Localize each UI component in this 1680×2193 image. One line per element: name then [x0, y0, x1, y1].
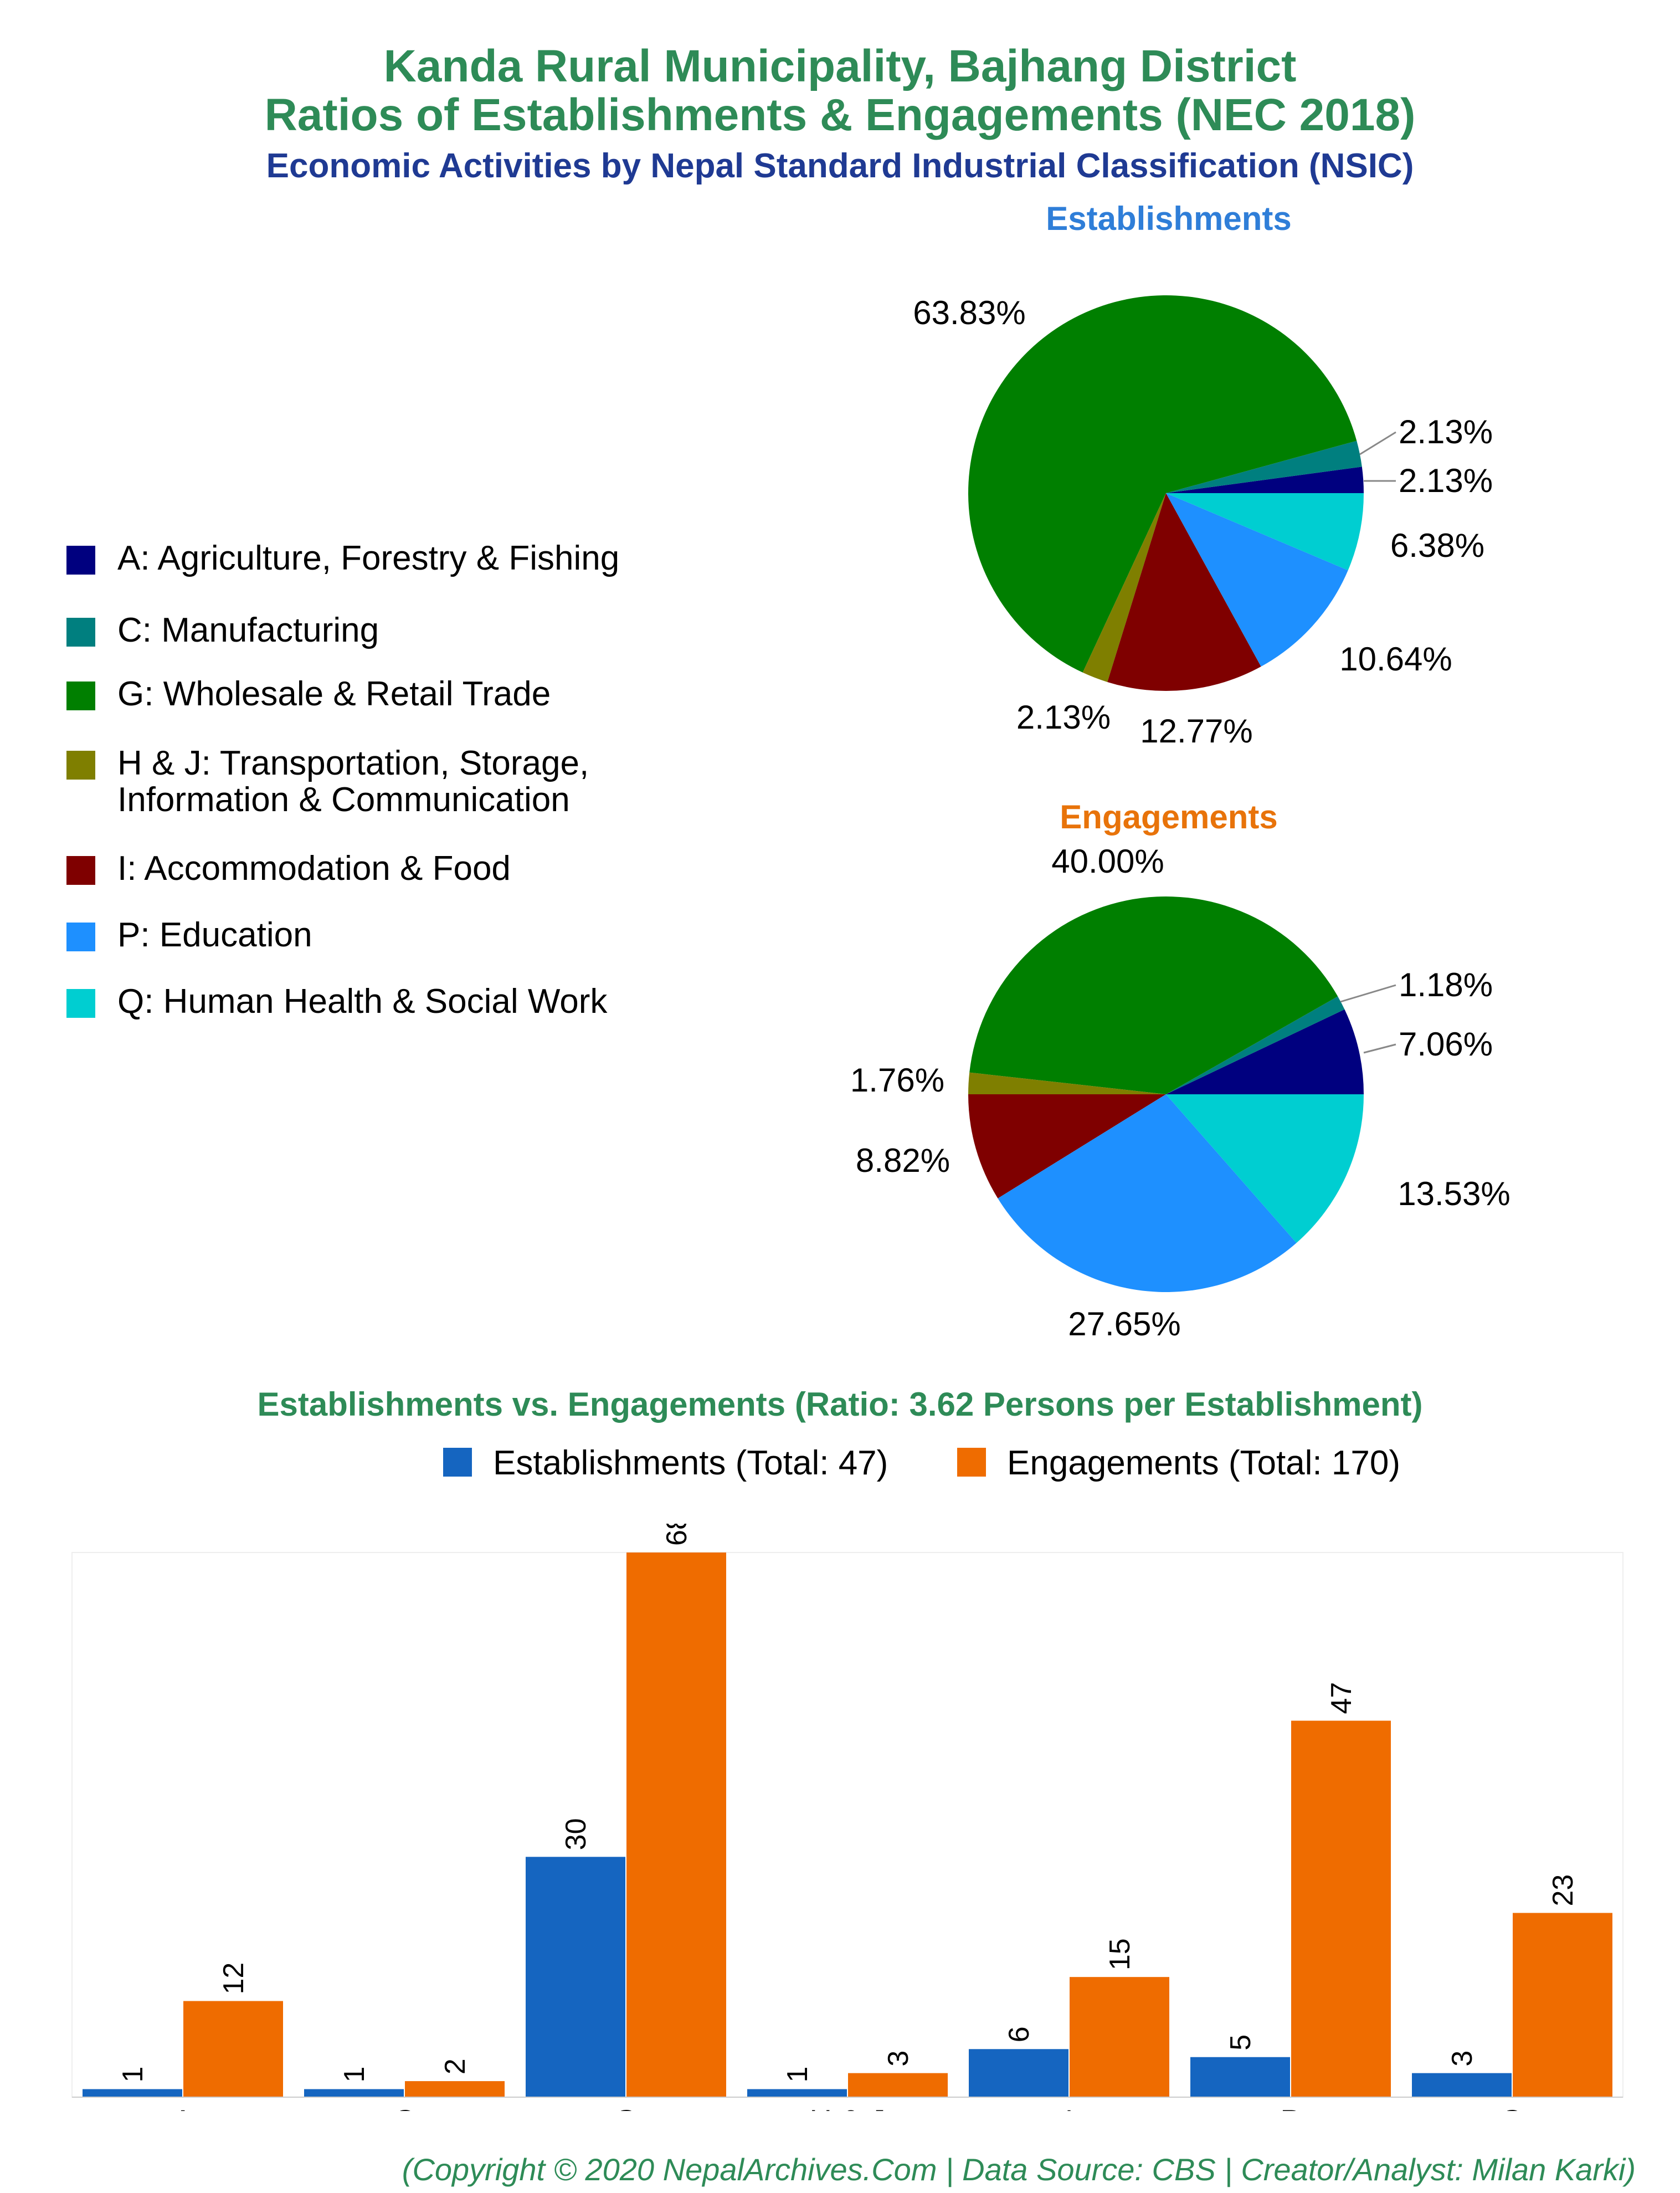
x-tick-label: P [1280, 2103, 1301, 2111]
bar-value-label: 6 [1003, 2026, 1035, 2042]
engagements-pie: 7.06% 1.18% 40.00% 1.76% 8.82% 27.65% 13.53% [850, 843, 1511, 1343]
bar-establishments-3 [526, 1857, 625, 2097]
title-line2: Ratios of Establishments & Engagements (… [264, 90, 1416, 140]
establishments-pie: 2.13% 2.13% 63.83% 2.13% 12.77% 10.64% 6.38% [913, 294, 1493, 750]
pie-label-q: 6.38% [1390, 527, 1484, 564]
bar-value-label: 15 [1104, 1938, 1136, 1970]
bar-value-label: 5 [1225, 2035, 1257, 2051]
legend-swatch [66, 856, 95, 885]
x-tick-label: A [172, 2103, 193, 2111]
bar-engagements-4 [848, 2073, 948, 2097]
bar-value-label: 23 [1547, 1874, 1579, 1907]
bar-value-label: 2 [439, 2058, 471, 2074]
legend-label: P: Education [117, 916, 312, 954]
bar-establishments-4 [747, 2089, 847, 2097]
pie-slice-g [969, 896, 1338, 1094]
x-tick-label: C [393, 2103, 415, 2111]
x-tick-label: H & J [810, 2103, 886, 2111]
pie-slice-p [1166, 493, 1348, 667]
legend-label: H & J: Transportation, Storage, Informati… [117, 744, 589, 819]
bar-legend-engagements-label: Engagements (Total: 170) [1007, 1444, 1400, 1482]
pie-label-leader [1359, 431, 1396, 455]
bar-engagements-2 [405, 2081, 505, 2097]
legend-label: G: Wholesale & Retail Trade [117, 675, 551, 713]
pie-label-a: 7.06% [1399, 1026, 1493, 1063]
bar-value-label: 3 [882, 2051, 915, 2067]
pie-slice-c [1166, 996, 1345, 1094]
bar-engagements-5 [1070, 1977, 1169, 2097]
bar-establishments-7 [1412, 2073, 1512, 2097]
pie-label-p: 10.64% [1339, 641, 1452, 678]
bar-value-label: 1 [782, 2067, 814, 2083]
bar-value-label: 1 [117, 2067, 149, 2083]
title-line1: Kanda Rural Municipality, Bajhang Distri… [383, 41, 1297, 91]
bar-establishments-6 [1190, 2057, 1290, 2097]
pie-label-g: 40.00% [1051, 843, 1164, 880]
bar-value-label: 12 [218, 1963, 250, 1995]
bar-engagements-7 [1513, 1913, 1612, 2097]
pie-slice-q [1166, 1094, 1364, 1243]
bar-engagements-3 [626, 1552, 726, 2097]
bar-chart-title: Establishments vs. Engagements (Ratio: 3… [257, 1386, 1423, 1423]
pie-charts: 2.13% 2.13% 63.83% 2.13% 12.77% 10.64% 6.38% 7.… [850, 294, 1511, 1343]
legend-swatch [66, 546, 95, 575]
pie-label-c: 1.18% [1399, 966, 1493, 1003]
legend-swatch [66, 751, 95, 780]
pie-label-c: 2.13% [1399, 413, 1493, 450]
bar-legend-engagements-swatch [957, 1448, 986, 1477]
bar-engagements-6 [1291, 1720, 1391, 2097]
bar-establishments-1 [83, 2089, 182, 2097]
pie-slice-q [1166, 493, 1364, 571]
pie-slice-a [1166, 467, 1364, 493]
pie-label-g: 63.83% [913, 294, 1026, 331]
bar-establishments-5 [969, 2049, 1068, 2097]
pie-slice-c [1166, 440, 1362, 493]
pie-label-leader [1363, 1043, 1396, 1054]
pie-slice-i [1107, 493, 1261, 691]
bar-legend-establishments-swatch [443, 1448, 472, 1477]
legend-swatch [66, 923, 95, 951]
footer-credit: (Copyright © 2020 NepalArchives.Com | Da… [402, 2152, 1636, 2187]
bar-establishments-2 [304, 2089, 404, 2097]
bar-value-label: 68 [661, 1524, 693, 1546]
pie-label-hj: 1.76% [850, 1062, 944, 1099]
pie-slice-a [1166, 1009, 1364, 1094]
pie-slice-p [998, 1094, 1297, 1292]
legend-swatch [66, 989, 95, 1018]
legend-swatch [66, 682, 95, 710]
pie-label-p: 27.65% [1068, 1305, 1181, 1343]
engagements-pie-title: Engagements [1060, 798, 1278, 836]
bar-engagements-1 [183, 2001, 283, 2097]
subtitle: Economic Activities by Nepal Standard In… [266, 147, 1414, 185]
x-tick-label: Q [1500, 2103, 1524, 2111]
pie-slice-hj [1082, 493, 1166, 682]
bar-legend-establishments-label: Establishments (Total: 47) [493, 1444, 888, 1482]
bar-value-label: 47 [1325, 1682, 1358, 1714]
x-tick-label: G [614, 2103, 638, 2111]
pie-label-leader [1340, 984, 1396, 1003]
x-tick-label: I [1065, 2103, 1073, 2111]
pie-label-q: 13.53% [1398, 1175, 1511, 1212]
bar-value-label: 30 [560, 1818, 592, 1850]
legend-swatch [66, 618, 95, 647]
pie-label-i: 8.82% [856, 1142, 950, 1179]
legend-label: A: Agriculture, Forestry & Fishing [117, 539, 620, 577]
legend-label: I: Accommodation & Food [117, 849, 511, 888]
pie-label-i: 12.77% [1140, 713, 1253, 750]
pie-slice-hj [968, 1072, 1166, 1094]
legend-label: C: Manufacturing [117, 611, 379, 649]
bar-value-label: 1 [338, 2067, 371, 2083]
bar-chart: 112A12C3068G13H & J615I547P323Q [71, 1524, 1624, 2111]
establishments-pie-title: Establishments [1046, 200, 1292, 237]
pie-slice-i [968, 1094, 1166, 1198]
pie-label-hj: 2.13% [1016, 699, 1111, 736]
pie-slice-g [968, 295, 1357, 673]
legend-label: Q: Human Health & Social Work [117, 982, 608, 1021]
bar-value-label: 3 [1446, 2051, 1478, 2067]
pie-label-a: 2.13% [1399, 462, 1493, 499]
